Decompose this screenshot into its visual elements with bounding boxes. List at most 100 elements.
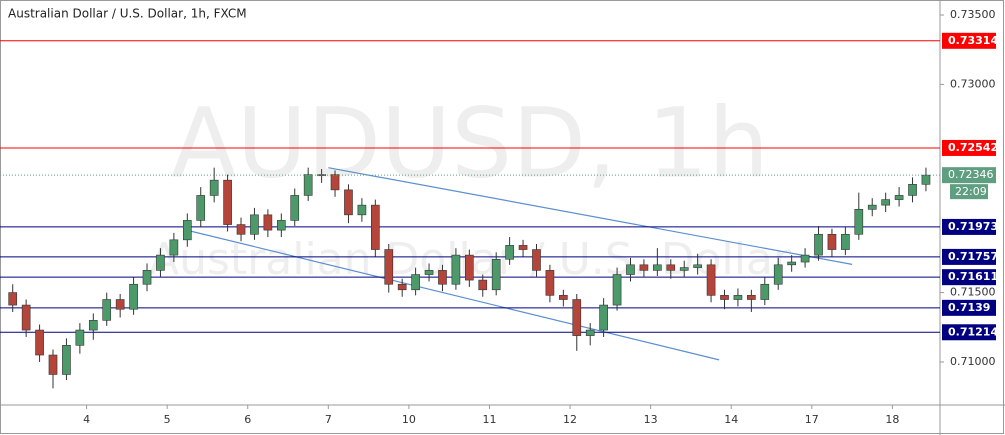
candle-body [357,204,367,216]
level-label: 0.73314 [948,34,998,47]
candle-body [35,329,44,356]
level-label-box [942,269,996,286]
candle-body [236,224,246,235]
candle-body [465,254,474,281]
candle-body [169,239,179,256]
x-tick-label: 10 [402,413,416,426]
x-tick-label: 18 [885,413,899,426]
candle-body [908,184,917,196]
level-label: 0.72542 [948,141,998,154]
y-tick-label: 0.71500 [950,286,996,299]
candle-body [411,274,420,291]
x-tick-label: 6 [244,413,251,426]
level-label: 0.7139 [948,301,990,314]
candle-body [814,233,823,256]
x-tick-label: 14 [724,413,738,426]
x-tick-label: 17 [805,413,819,426]
level-label-box [942,248,996,265]
candle-body [612,274,622,306]
candle-body [62,345,71,375]
countdown-label: 22:09 [955,185,987,198]
candle-body [666,264,676,271]
candle-body [921,174,931,185]
candle-body [8,292,18,306]
candle-body [653,264,662,271]
candle-body [559,295,568,300]
candle-body [21,304,31,331]
candle-body [773,264,783,285]
last-price-box [942,167,996,184]
candle-body [733,295,743,300]
candle-body [626,264,635,275]
last-price-label: 0.72346 [948,168,994,181]
candle-body [800,254,810,263]
candle-body [572,299,582,336]
candle-body [75,329,85,346]
level-label-box [942,32,996,49]
candle-body [760,283,770,300]
candle-body [867,204,877,210]
candle-body [827,233,837,250]
candle-body [129,283,138,310]
candle-body [545,270,555,296]
candle-body [424,270,434,275]
candle-body [384,249,394,285]
candle-body [263,214,273,231]
candle-body [478,279,488,291]
candle-body [209,179,219,196]
level-label-box [942,324,996,341]
candle-body [330,174,340,191]
candle-body [102,299,112,321]
candle-body [532,249,541,271]
x-tick-label: 5 [164,413,171,426]
candle-body [679,267,689,271]
candle-body [747,295,756,300]
candle-body [894,195,904,200]
candle-body [881,199,890,206]
candle-body [142,270,152,285]
candle-body [854,209,864,235]
level-label-box [942,139,996,156]
candle-body [451,254,461,285]
x-tick-label: 11 [482,413,496,426]
candle-body [639,264,649,271]
candle-body [841,233,850,250]
candle-body [115,299,125,310]
candle-body [48,354,58,375]
candle-body [276,220,286,231]
candle-body [196,195,206,221]
y-tick-label: 0.73500 [950,8,996,21]
x-tick-label: 7 [325,413,332,426]
candle-body [370,204,380,250]
level-label-box [942,218,996,235]
candle-body [693,264,702,268]
x-tick-label: 12 [563,413,577,426]
y-tick-label: 0.73000 [950,77,996,90]
candle-body [599,304,608,331]
level-label: 0.71214 [948,325,998,338]
candle-body [505,245,514,260]
x-tick-label: 13 [644,413,658,426]
candle-body [250,214,259,235]
candle-body [491,258,501,291]
level-label: 0.71757 [948,250,998,263]
candle-body [290,195,300,221]
candle-body [156,254,165,271]
candle-body [518,245,528,250]
candle-body [182,220,192,241]
trendline [328,167,853,265]
level-label: 0.71973 [948,220,998,233]
candle-body [88,320,98,331]
trendline [185,229,720,361]
x-tick-label: 4 [83,413,90,426]
candle-body [706,264,716,296]
candle-body [438,270,447,285]
countdown-box [950,184,988,200]
candle-body [585,329,595,336]
level-label-box [942,299,996,316]
candle-body [344,189,353,216]
candle-body [303,174,313,196]
chart-title: Australian Dollar / U.S. Dollar, 1h, FXC… [8,7,247,21]
